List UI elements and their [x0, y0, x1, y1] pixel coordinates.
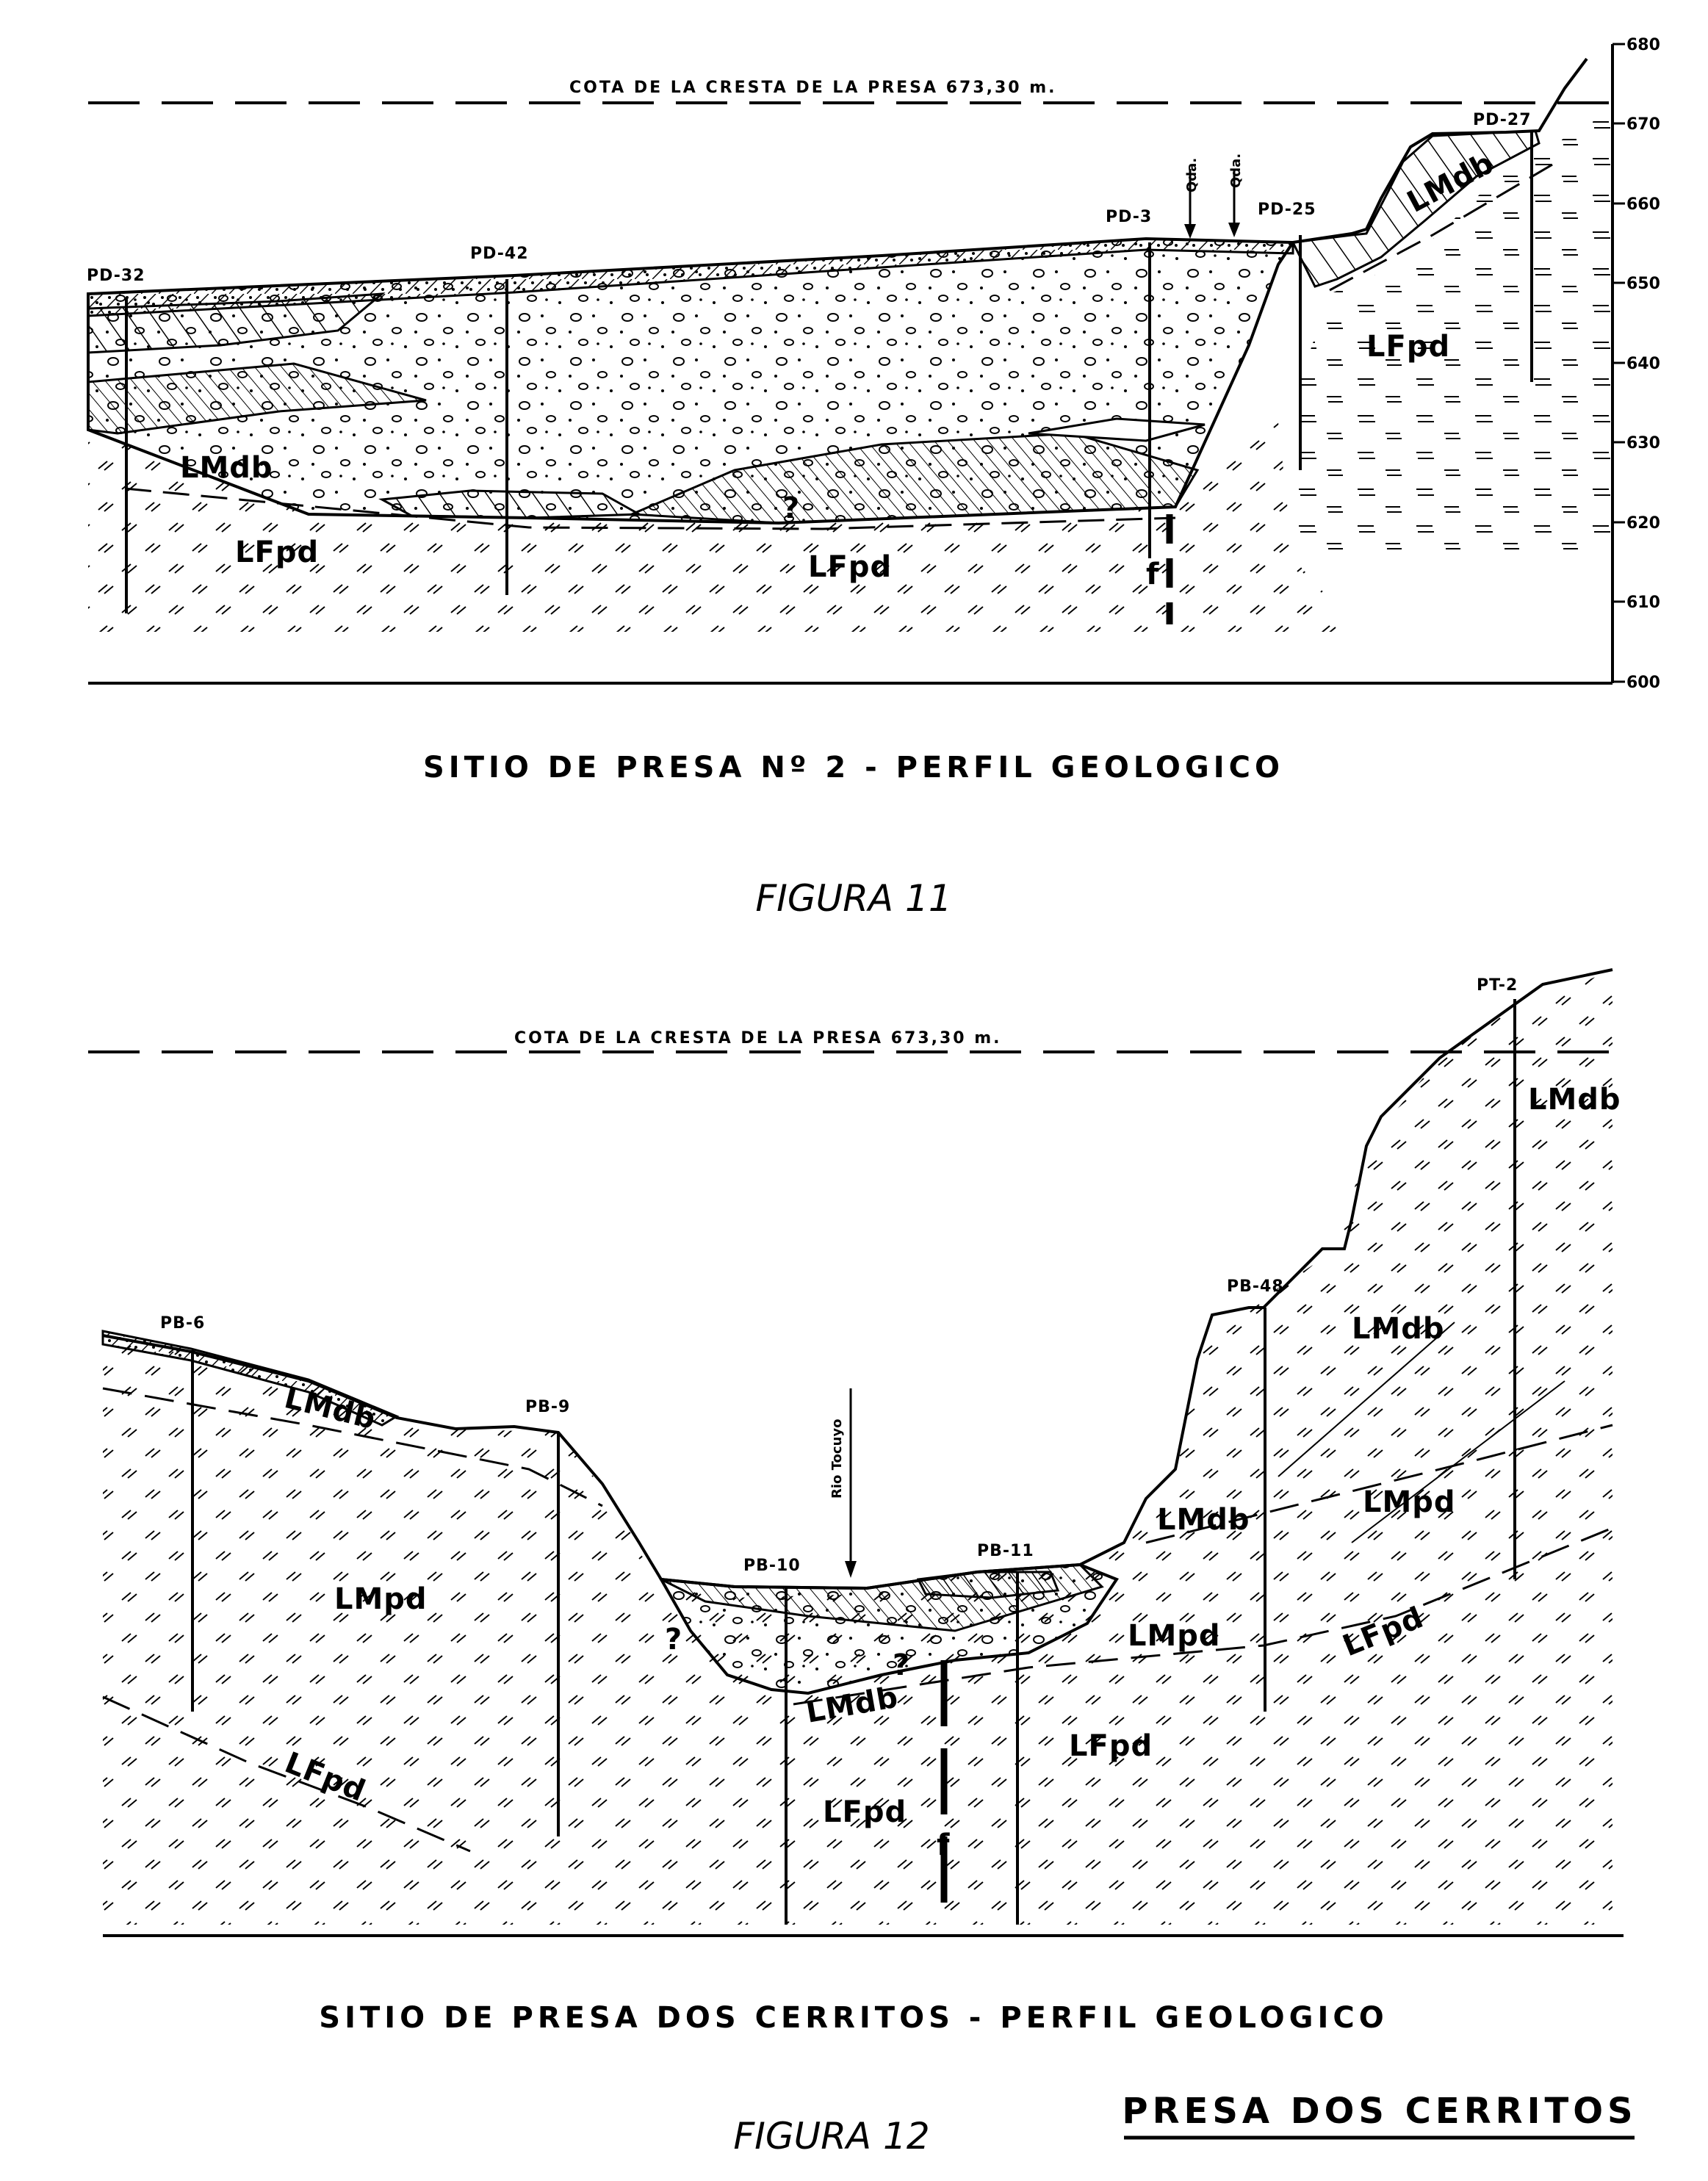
question-mark-left: ?	[665, 1623, 682, 1657]
contact-lmpd-lfpd-lower-left	[102, 1695, 471, 1853]
unit-label-lfpd-left: LFpd	[235, 536, 319, 569]
figure-12-title: SITIO DE PRESA DOS CERRITOS - PERFIL GEO…	[319, 2001, 1388, 2035]
unit-label-lfpd-center: LFpd	[808, 550, 892, 584]
figure-12-caption: FIGURA 12	[733, 2115, 929, 2157]
bedrock-area-fig12	[103, 970, 1612, 1925]
right-bank-surface	[1292, 57, 1588, 244]
unit-label-lmdb-left: LMdb	[180, 451, 273, 485]
question-mark: ?	[782, 491, 800, 525]
crest-label: COTA DE LA CRESTA DE LA PRESA 673,30 m.	[569, 79, 1057, 97]
creek-label-1: Qda.	[1184, 158, 1200, 192]
crest-label-2: COTA DE LA CRESTA DE LA PRESA 673,30 m.	[514, 1029, 1002, 1048]
unit-label-lmpd-center-right: LMpd	[1128, 1619, 1221, 1653]
borehole-label-pd-25: PD-25	[1258, 201, 1316, 219]
bottom-clay-lens	[378, 489, 644, 519]
elevation-axis	[1611, 43, 1625, 683]
ground-surface-fig12	[102, 968, 1613, 1590]
valley-clay-lens	[916, 1571, 1060, 1599]
unit-label-lmpd-left: LMpd	[334, 1582, 428, 1616]
tick-640: 640	[1626, 355, 1660, 373]
bottom-sand-lens	[631, 432, 1200, 524]
borehole-label-pd-32: PD-32	[87, 267, 145, 285]
borehole-label-pb-11: PB-11	[977, 1542, 1034, 1560]
boreholes-fig11	[125, 131, 1533, 613]
left-surface-layer	[101, 1330, 400, 1427]
tick-620: 620	[1626, 514, 1660, 533]
tick-670: 670	[1626, 115, 1660, 134]
unit-label-lmdb-right-mid: LMdb	[1352, 1312, 1445, 1346]
tick-680: 680	[1626, 36, 1660, 54]
left-lower-sand-lens	[87, 362, 427, 435]
internal-line-1	[1278, 1322, 1455, 1477]
contact-lmdb-lmpd-right	[1145, 1424, 1613, 1544]
tick-610: 610	[1626, 594, 1660, 612]
figure-11-profile: COTA DE LA CRESTA DE LA PRESA 673,30 m. …	[87, 36, 1660, 692]
borehole-label-pd-42: PD-42	[470, 245, 529, 263]
contact-right-bank	[1329, 160, 1558, 292]
tick-650: 650	[1626, 275, 1660, 293]
borehole-label-pb-48: PB-48	[1227, 1277, 1284, 1296]
borehole-label-pd-27: PD-27	[1473, 111, 1532, 129]
internal-line-2	[1351, 1380, 1565, 1543]
borehole-label-pb-6: PB-6	[160, 1314, 205, 1333]
river-arrow-head	[845, 1561, 857, 1578]
unit-label-lmpd-right: LMpd	[1363, 1485, 1456, 1519]
fault-label: f	[1146, 558, 1159, 591]
unit-label-lfpd-center-right: LFpd	[1069, 1729, 1153, 1763]
figure-11-title: SITIO DE PRESA Nº 2 - PERFIL GEOLOGICO	[423, 751, 1284, 785]
question-mark-right: ?	[893, 1648, 910, 1682]
unit-label-lmdb-right-lower: LMdb	[1157, 1503, 1250, 1537]
unit-label-lfpd-valley: LFpd	[823, 1795, 907, 1829]
unit-label-lfpd-right: LFpd	[1366, 330, 1450, 364]
figure-12-profile: COTA DE LA CRESTA DE LA PRESA 673,30 m. …	[88, 968, 1624, 1937]
contact-lmdb-lfpd	[124, 487, 1176, 530]
fault-label-2: f	[937, 1828, 950, 1862]
borehole-label-pt-2: PT-2	[1477, 976, 1518, 995]
borehole-label-pb-10: PB-10	[743, 1557, 801, 1575]
figure-11-caption: FIGURA 11	[755, 877, 951, 920]
corner-title: PRESA DOS CERRITOS	[1122, 2091, 1637, 2132]
right-upper-lens	[1028, 417, 1206, 442]
boreholes-fig12	[191, 999, 1516, 1925]
bedrock-lfpd-left	[88, 422, 1359, 632]
creek-markers	[1184, 169, 1240, 239]
borehole-label-pb-9: PB-9	[525, 1398, 570, 1416]
river-label: Rio Tocuyo	[829, 1418, 845, 1499]
contact-lmdb-lmpd-left	[102, 1387, 603, 1507]
left-clay-lens	[87, 292, 386, 354]
tick-600: 600	[1626, 674, 1660, 692]
unit-label-lmdb-top-right: LMdb	[1528, 1083, 1621, 1117]
creek-label-2: Qda.	[1228, 154, 1244, 188]
borehole-label-pd-3: PD-3	[1106, 208, 1152, 226]
tick-630: 630	[1626, 434, 1660, 453]
tick-660: 660	[1626, 195, 1660, 214]
